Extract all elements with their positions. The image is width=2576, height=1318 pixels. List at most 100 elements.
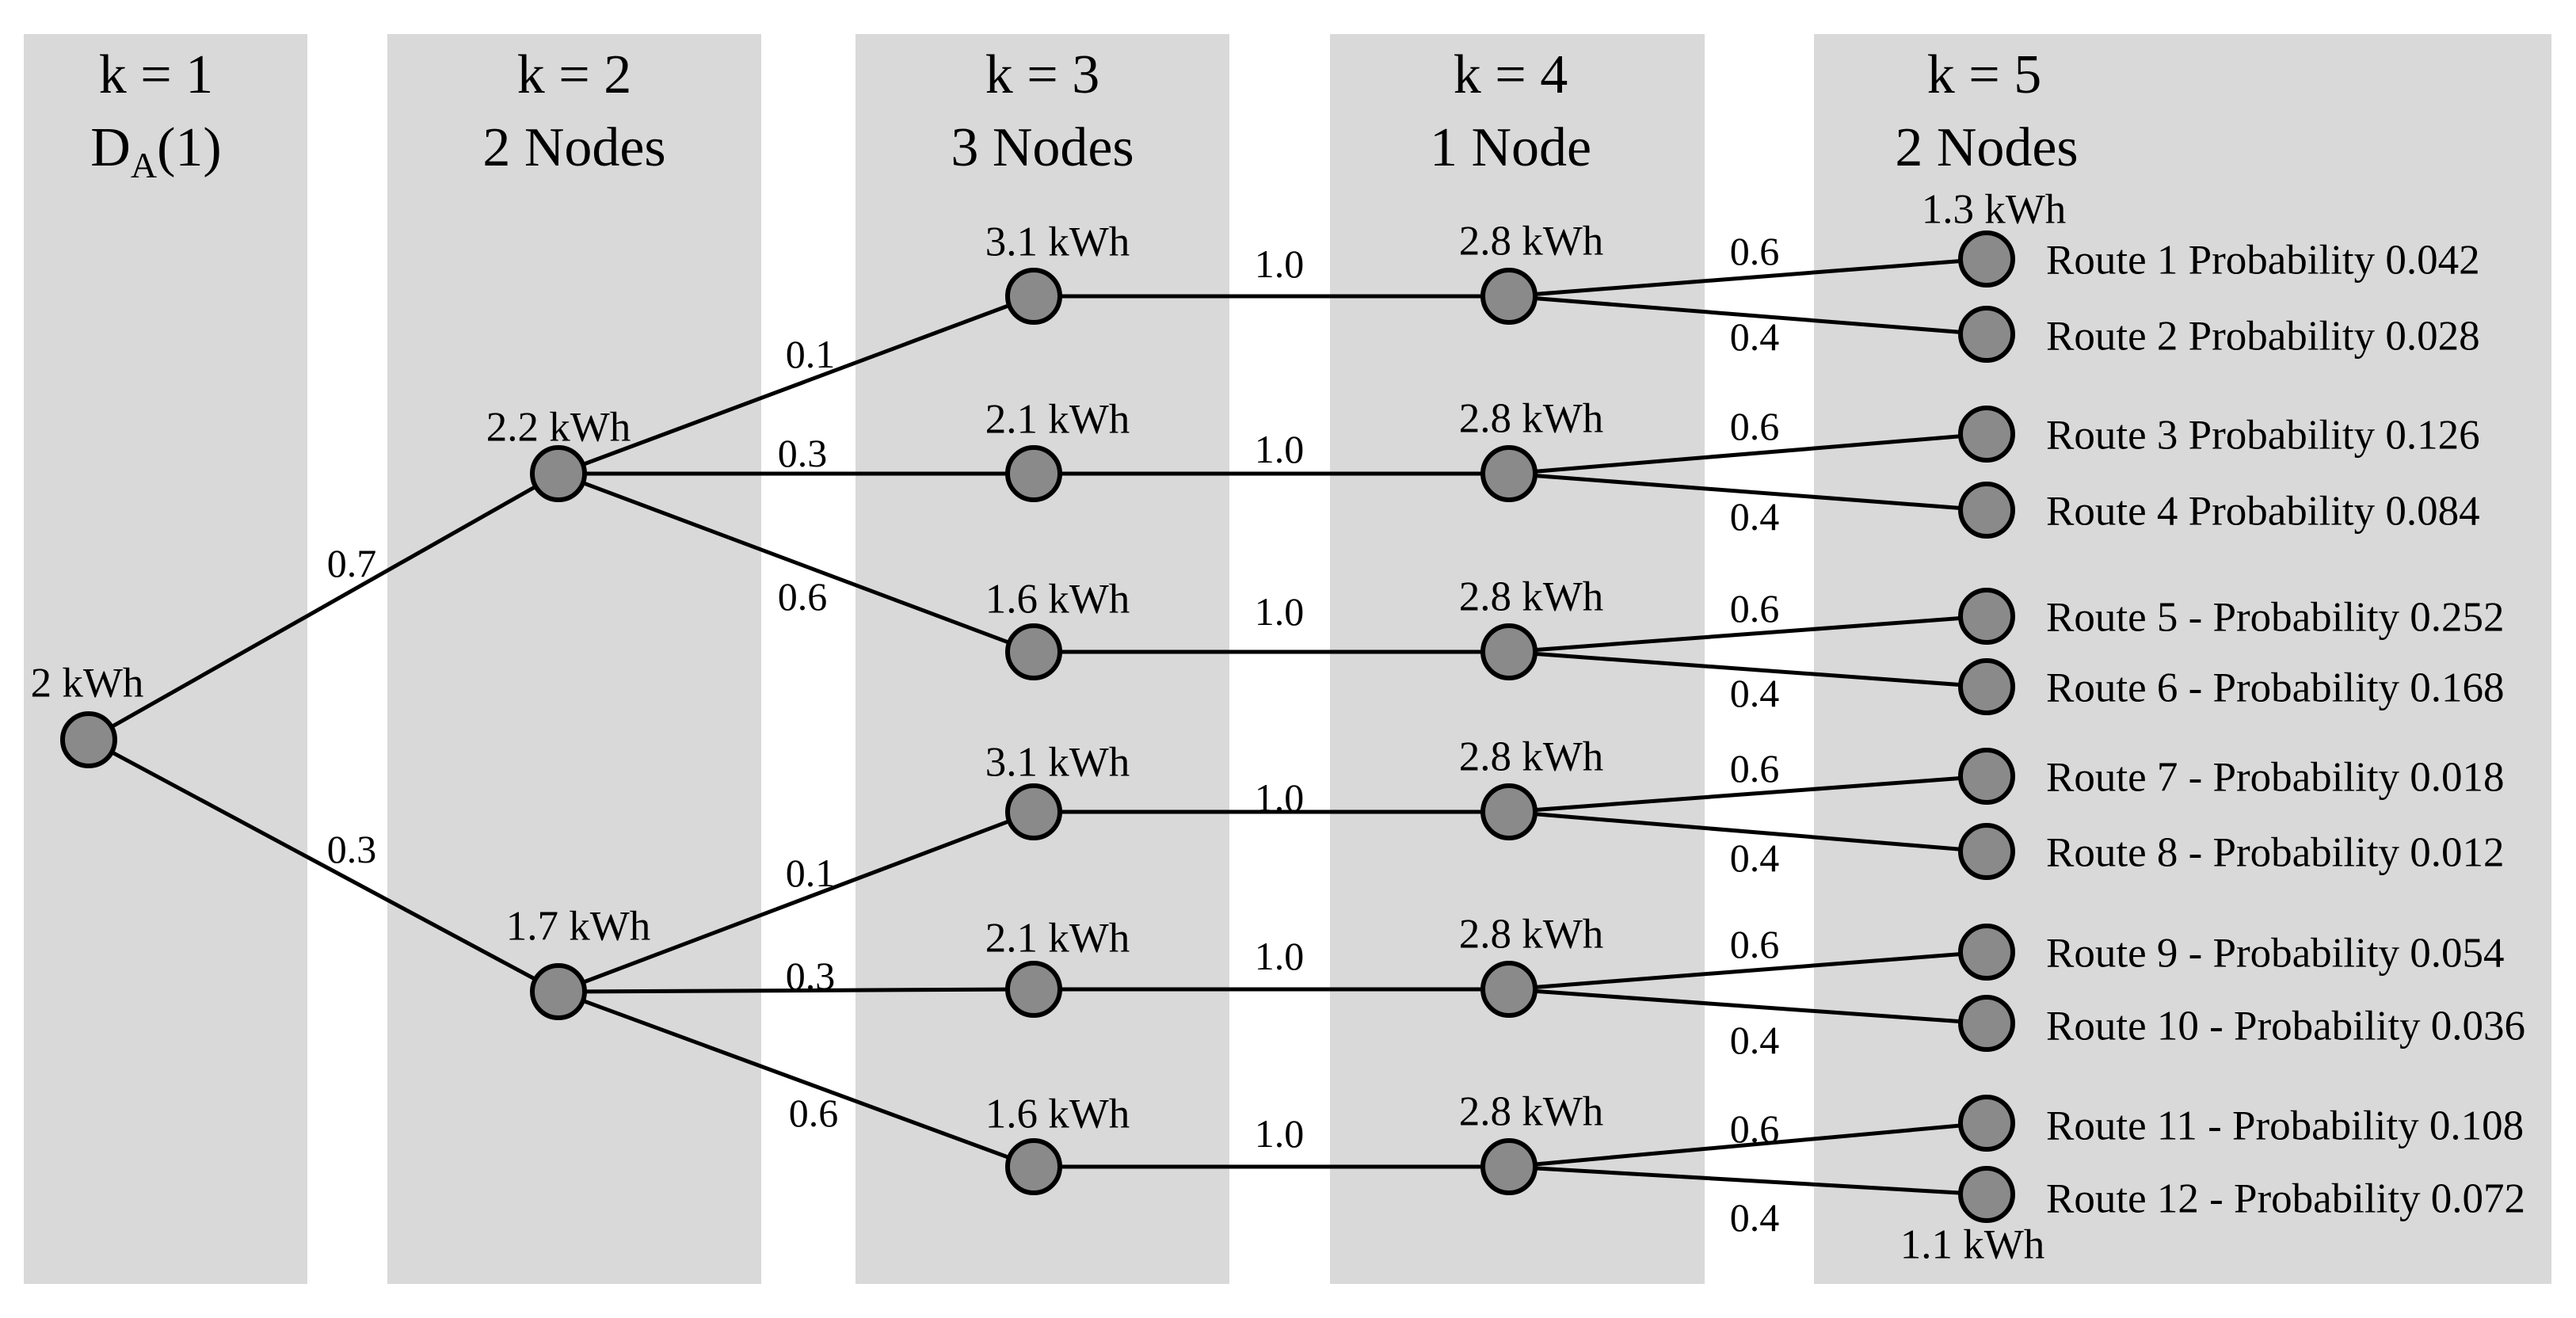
stage-title-k1-subscript: A [130, 145, 158, 185]
edge-k4-route-7 [1508, 774, 1987, 814]
edge-label-k2top-0.6: 0.6 [777, 574, 828, 619]
edge-label-k4k5-4-0.4: 0.4 [1729, 836, 1780, 880]
edge-root-k2-bottom [87, 737, 560, 994]
node-label-k4-1: 2.8 kWh [1458, 218, 1604, 265]
stage-title-k2-line1: k = 2 [516, 44, 632, 105]
edge-k2top-k3-3 [558, 471, 1035, 654]
node-label-k5-top: 1.3 kWh [1921, 186, 2067, 233]
stage-title-k3-line2: 3 Nodes [951, 117, 1134, 178]
stage-title-k5-line2: 2 Nodes [1895, 117, 2079, 178]
node-k5-route-9 [1958, 924, 2015, 981]
node-k4-1 [1480, 268, 1538, 325]
edge-k2bot-k3-4 [558, 809, 1035, 994]
stage-band-k2 [387, 34, 761, 1284]
node-k5-route-5 [1958, 588, 2015, 645]
stage-title-k5-line1: k = 5 [1926, 44, 2042, 105]
node-k5-route-10 [1958, 995, 2015, 1052]
edge-k2top-k3-1 [558, 294, 1035, 476]
edge-label-k3k4-3: 1.0 [1254, 589, 1305, 634]
edge-k2bot-k3-5 [558, 987, 1035, 994]
stage-band-k1 [24, 34, 307, 1284]
node-label-k3-6: 1.6 kWh [985, 1091, 1130, 1137]
edge-k4-route-9 [1508, 950, 1987, 992]
edge-k4-route-10 [1508, 987, 1987, 1026]
edge-k4-route-12 [1508, 1164, 1987, 1197]
route-label-8: Route 8 - Probability 0.012 [2046, 829, 2505, 876]
node-k5-route-7 [1958, 748, 2015, 805]
edge-label-root-0.7: 0.7 [326, 541, 377, 585]
node-k3-1 [1005, 268, 1062, 325]
node-label-k4-3: 2.8 kWh [1458, 573, 1604, 620]
node-k1-root [60, 711, 117, 768]
node-k4-2 [1480, 445, 1538, 502]
edge-label-k2top-0.3: 0.3 [777, 431, 828, 475]
edge-k4-route-1 [1508, 257, 1987, 299]
route-label-3: Route 3 Probability 0.126 [2046, 412, 2480, 459]
route-label-5: Route 5 - Probability 0.252 [2046, 594, 2505, 641]
node-k3-3 [1005, 623, 1062, 680]
edge-label-k4k5-6-0.6: 0.6 [1729, 1107, 1780, 1151]
node-label-root: 2 kWh [30, 660, 144, 707]
stage-title-k1-symbol: D [90, 117, 131, 178]
node-k5-route-3 [1958, 406, 2015, 463]
edge-root-k2-top [87, 471, 560, 742]
stage-title-k4-line2: 1 Node [1429, 117, 1592, 178]
edge-label-k3k4-1: 1.0 [1254, 242, 1305, 286]
node-label-k5-bottom: 1.1 kWh [1900, 1221, 2045, 1268]
node-k3-6 [1005, 1138, 1062, 1195]
route-label-12: Route 12 - Probability 0.072 [2046, 1175, 2526, 1222]
node-k4-4 [1480, 783, 1538, 840]
edge-label-k4k5-1-0.4: 0.4 [1729, 314, 1780, 359]
stage-title-k2-line2: 2 Nodes [482, 117, 666, 178]
route-label-7: Route 7 - Probability 0.018 [2046, 754, 2505, 801]
edge-label-k4k5-6-0.4: 0.4 [1729, 1195, 1780, 1240]
route-label-6: Route 6 - Probability 0.168 [2046, 665, 2505, 711]
route-label-11: Route 11 - Probability 0.108 [2046, 1103, 2525, 1149]
node-k3-2 [1005, 445, 1062, 502]
edge-label-k4k5-3-0.4: 0.4 [1729, 671, 1780, 715]
edge-label-k4k5-2-0.4: 0.4 [1729, 494, 1780, 539]
node-k5-route-2 [1958, 306, 2015, 363]
edge-label-k4k5-5-0.4: 0.4 [1729, 1018, 1780, 1062]
node-k5-route-12 [1958, 1166, 2015, 1223]
edge-k2bot-k3-6 [558, 989, 1035, 1169]
edge-label-k3k4-6: 1.0 [1254, 1111, 1305, 1156]
node-k2-1 [530, 445, 587, 502]
node-k4-5 [1480, 961, 1538, 1018]
node-k3-5 [1005, 961, 1062, 1018]
node-label-k4-2: 2.8 kWh [1458, 395, 1604, 442]
edge-label-k4k5-2-0.6: 0.6 [1729, 404, 1780, 448]
node-label-k2-1: 2.2 kWh [486, 404, 631, 451]
edge-label-k3k4-2: 1.0 [1254, 427, 1305, 471]
node-label-k3-4: 3.1 kWh [985, 739, 1130, 786]
node-label-k3-3: 1.6 kWh [985, 576, 1130, 623]
node-label-k3-1: 3.1 kWh [985, 219, 1130, 265]
edge-label-root-0.3: 0.3 [326, 827, 377, 871]
edge-label-k4k5-5-0.6: 0.6 [1729, 922, 1780, 966]
route-label-10: Route 10 - Probability 0.036 [2046, 1003, 2526, 1049]
edge-k4-route-6 [1508, 649, 1987, 689]
node-k4-6 [1480, 1138, 1538, 1195]
edge-label-k2top-0.1: 0.1 [785, 332, 836, 376]
stage-title-k3-line1: k = 3 [985, 44, 1100, 105]
route-label-1: Route 1 Probability 0.042 [2046, 237, 2480, 284]
edge-label-k4k5-1-0.6: 0.6 [1729, 229, 1780, 273]
node-label-k4-5: 2.8 kWh [1458, 911, 1604, 958]
route-label-9: Route 9 - Probability 0.054 [2046, 930, 2505, 977]
node-label-k3-5: 2.1 kWh [985, 915, 1130, 962]
edge-label-k4k5-3-0.6: 0.6 [1729, 586, 1780, 630]
edge-label-k2bot-0.6: 0.6 [788, 1091, 839, 1135]
edge-label-k3k4-5: 1.0 [1254, 934, 1305, 978]
edge-label-k2bot-0.1: 0.1 [785, 851, 836, 895]
node-label-k2-2: 1.7 kWh [505, 903, 651, 950]
node-k5-route-4 [1958, 482, 2015, 539]
stage-title-k1-line2: DA(1) [90, 117, 221, 184]
node-k2-2 [530, 963, 587, 1020]
node-label-k4-4: 2.8 kWh [1458, 733, 1604, 780]
edge-k4-route-11 [1508, 1121, 1987, 1169]
node-label-k3-2: 2.1 kWh [985, 396, 1130, 443]
edge-k4-route-2 [1508, 294, 1987, 337]
route-label-2: Route 2 Probability 0.028 [2046, 313, 2480, 360]
